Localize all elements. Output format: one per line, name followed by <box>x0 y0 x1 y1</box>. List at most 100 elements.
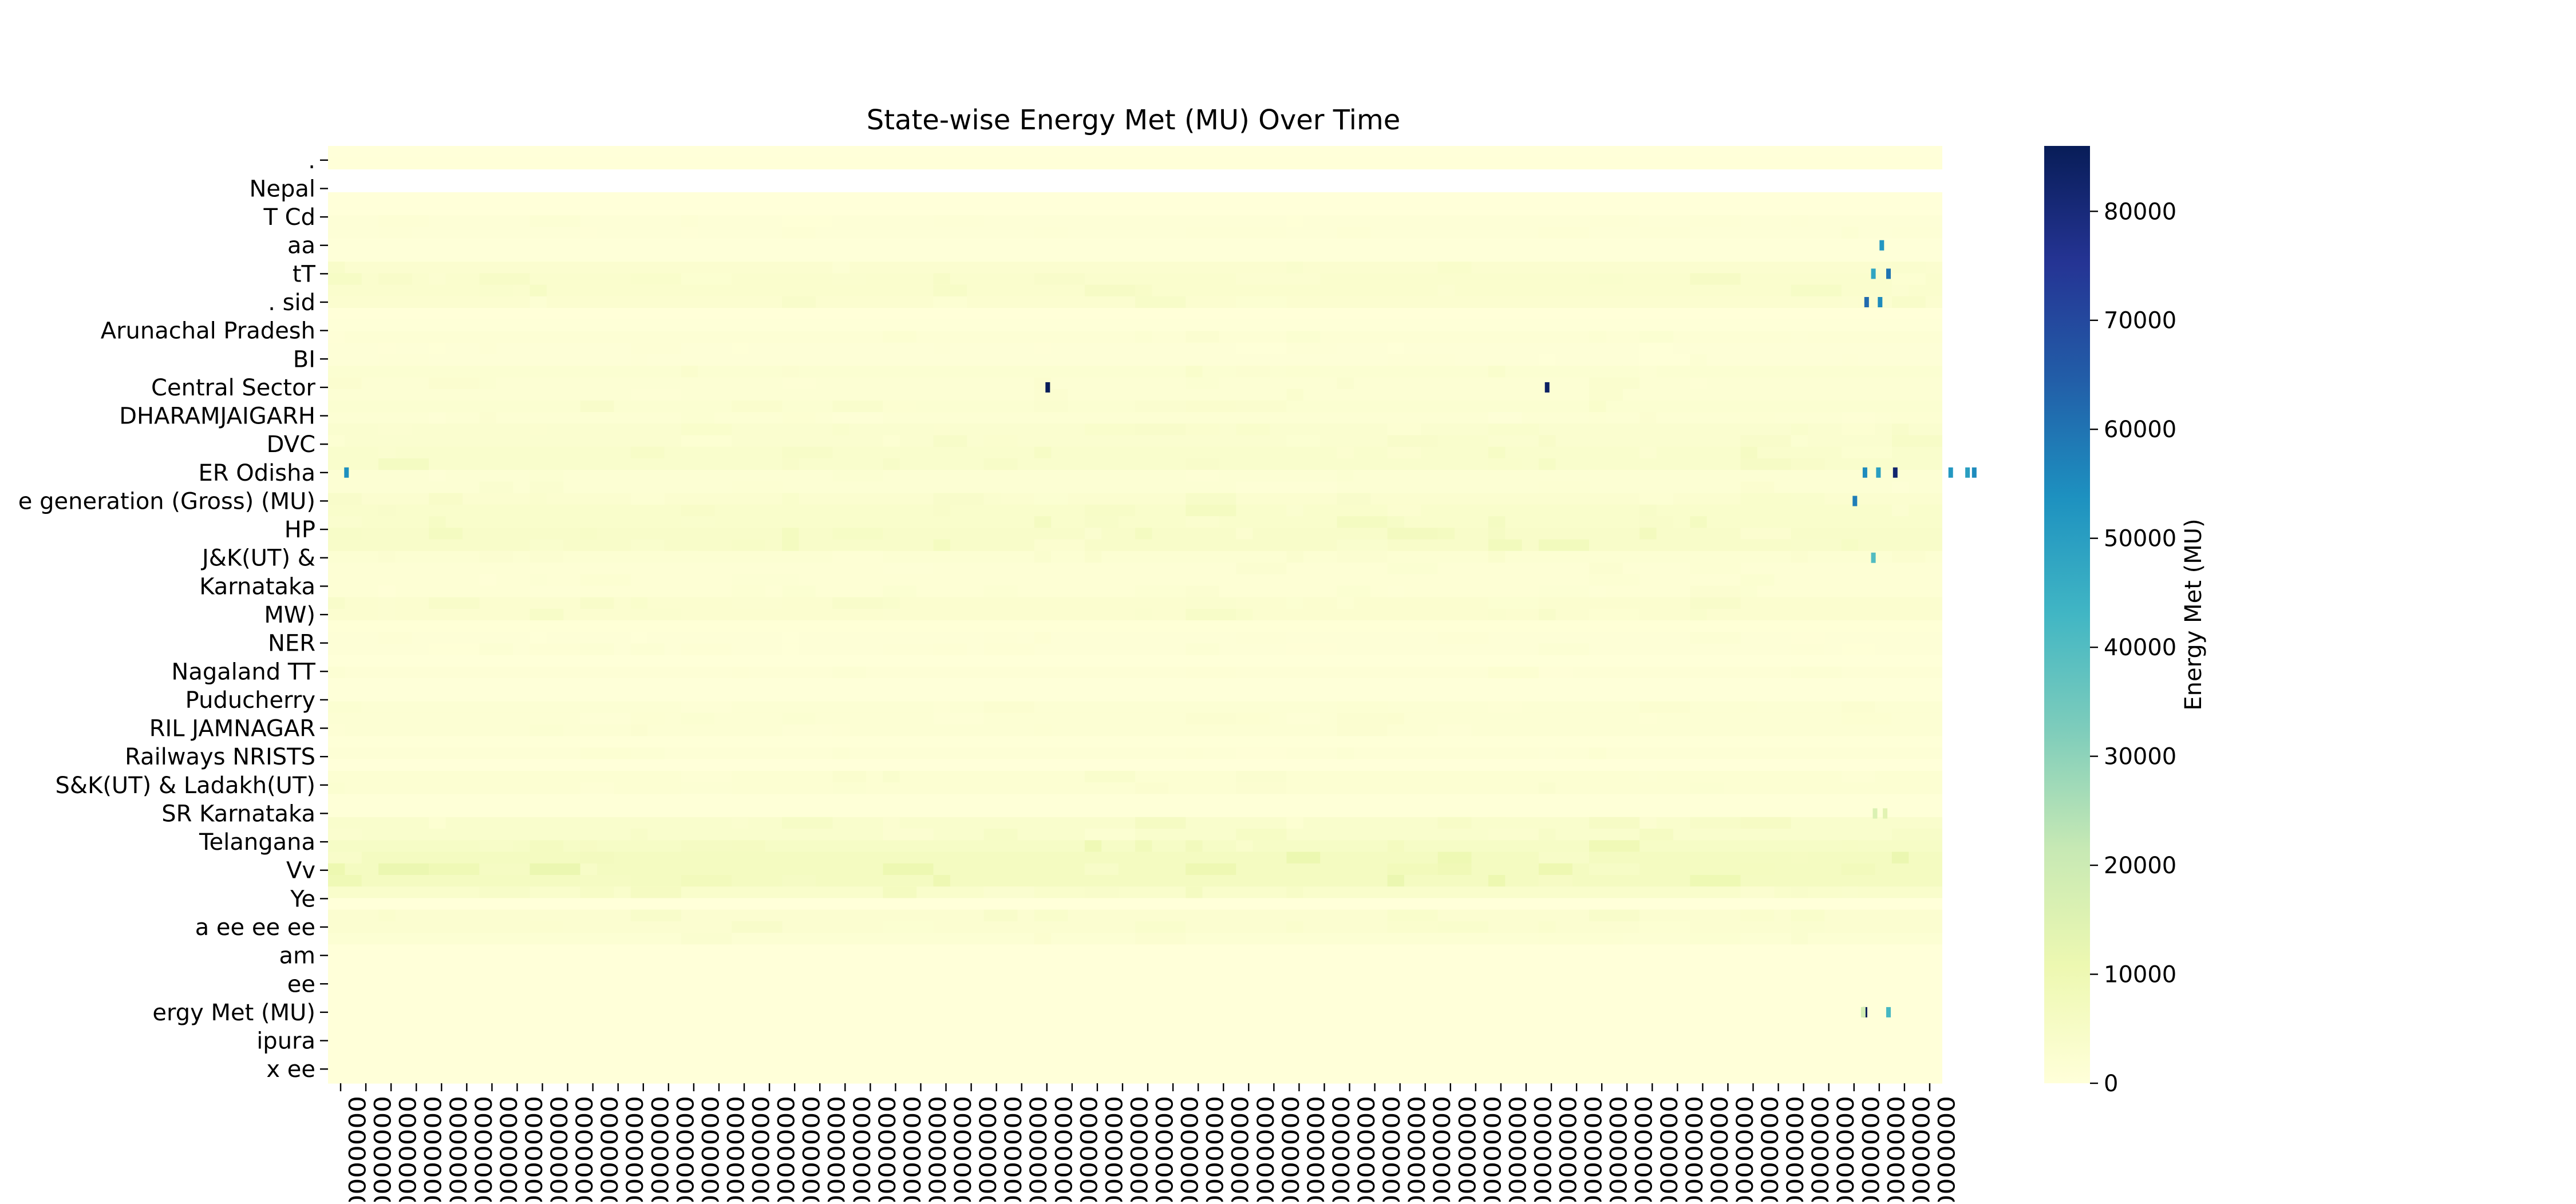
heatmap-cell <box>328 516 362 528</box>
heatmap-cell <box>1135 528 1152 540</box>
heatmap-row-band <box>328 1025 1942 1037</box>
colorbar-tick-label: 50000 <box>2104 526 2176 552</box>
heatmap-cell <box>1791 539 1842 552</box>
heatmap-cell <box>1236 840 1253 853</box>
heatmap-cell <box>933 712 984 725</box>
heatmap-cell <box>1034 585 1052 598</box>
heatmap-row-band <box>328 690 1942 702</box>
heatmap-cell <box>1186 504 1236 517</box>
heatmap-cell <box>1135 608 1152 621</box>
heatmap-cell <box>1539 354 1556 366</box>
heatmap-cell <box>1639 354 1690 366</box>
y-tick-label: tT <box>293 261 316 287</box>
heatmap-cell <box>681 435 732 447</box>
heatmap-cell <box>1186 840 1203 853</box>
heatmap-cell <box>630 539 665 552</box>
heatmap-cell <box>630 643 665 656</box>
heatmap-cell <box>630 667 648 679</box>
y-tick-label: Karnataka <box>199 573 315 600</box>
heatmap-cell <box>933 273 950 286</box>
heatmap-cell <box>530 724 564 736</box>
heatmap-row-band <box>328 493 1942 505</box>
heatmap-cell <box>681 227 698 239</box>
heatmap-cell <box>1236 782 1287 795</box>
heatmap-cell <box>832 389 866 401</box>
heatmap-cell <box>1034 215 1085 228</box>
heatmap-cell <box>681 377 698 390</box>
heatmap-cell <box>1488 712 1539 725</box>
heatmap-cell <box>328 377 362 390</box>
heatmap-cell <box>580 840 598 853</box>
heatmap-cell <box>630 493 665 505</box>
heatmap-cell <box>1084 284 1136 297</box>
y-tick-label: a ee ee ee <box>195 914 315 941</box>
heatmap-cell <box>1589 608 1640 621</box>
heatmap-hotspot <box>1852 496 1858 506</box>
heatmap-cell <box>1841 423 1875 436</box>
x-tick-label: 00000000 <box>721 1096 748 1202</box>
x-tick-label: 00000000 <box>1478 1096 1504 1202</box>
heatmap-cell <box>883 563 934 575</box>
heatmap-cells <box>328 146 1943 1084</box>
heatmap-cell <box>1186 227 1236 239</box>
heatmap-cell <box>1639 366 1657 378</box>
heatmap-cell <box>479 377 496 390</box>
x-tick-label: 00000000 <box>746 1096 773 1202</box>
heatmap-cell <box>1387 504 1421 517</box>
heatmap-cell <box>1690 377 1707 390</box>
heatmap-cell <box>1488 550 1506 563</box>
heatmap-cell <box>782 724 833 736</box>
heatmap-cell <box>378 550 396 563</box>
heatmap-cell <box>1841 863 1875 876</box>
heatmap-cell <box>983 643 1034 656</box>
heatmap-cell <box>1034 400 1068 413</box>
heatmap-cell <box>1791 921 1825 933</box>
heatmap-cell <box>1387 342 1405 355</box>
heatmap-row-band <box>328 1013 1942 1026</box>
heatmap-cell <box>429 643 480 656</box>
heatmap-hotspot <box>1879 240 1884 251</box>
heatmap-cell <box>732 574 783 587</box>
heatmap-cell <box>1337 597 1354 609</box>
heatmap-cell <box>1034 539 1085 552</box>
heatmap-cell <box>1034 389 1068 401</box>
heatmap-cell <box>883 863 934 876</box>
heatmap-cell <box>1034 933 1052 945</box>
heatmap-cell <box>1791 667 1842 679</box>
heatmap-row-band <box>328 204 1942 216</box>
y-tick-label: BI <box>293 346 315 373</box>
heatmap-cell <box>630 342 681 355</box>
heatmap-cell <box>1891 412 1943 424</box>
heatmap-cell <box>1236 296 1287 308</box>
heatmap-cell <box>1539 933 1590 945</box>
heatmap-cell <box>1791 933 1808 945</box>
heatmap-cell <box>883 458 900 470</box>
heatmap-cell <box>1437 817 1472 829</box>
heatmap-cell <box>328 331 345 343</box>
heatmap-cell <box>1084 550 1102 563</box>
heatmap-cell <box>1740 863 1775 876</box>
heatmap-cell <box>1437 504 1488 517</box>
heatmap-cell <box>1337 470 1354 482</box>
heatmap-cell <box>1286 851 1321 864</box>
heatmap-row-band <box>328 308 1942 320</box>
heatmap-cell <box>681 215 698 228</box>
x-tick-label: 00000000 <box>1781 1096 1807 1202</box>
x-tick-label: 00000000 <box>923 1096 950 1202</box>
heatmap-cell <box>832 400 883 413</box>
heatmap-cell <box>1135 667 1186 679</box>
heatmap-cell <box>378 273 412 286</box>
heatmap-cell <box>782 528 799 540</box>
heatmap-cell <box>1236 563 1287 575</box>
heatmap-row-band <box>328 620 1942 632</box>
heatmap-row-band <box>328 991 1942 1003</box>
heatmap-cell <box>1186 366 1203 378</box>
heatmap-cell <box>1891 435 1943 447</box>
heatmap-cell <box>1841 840 1859 853</box>
heatmap-cell <box>1841 712 1892 725</box>
y-tick-label: J&K(UT) & <box>200 545 315 572</box>
heatmap-cell <box>1135 284 1152 297</box>
heatmap-cell <box>1690 597 1741 609</box>
heatmap-cell <box>328 597 345 609</box>
